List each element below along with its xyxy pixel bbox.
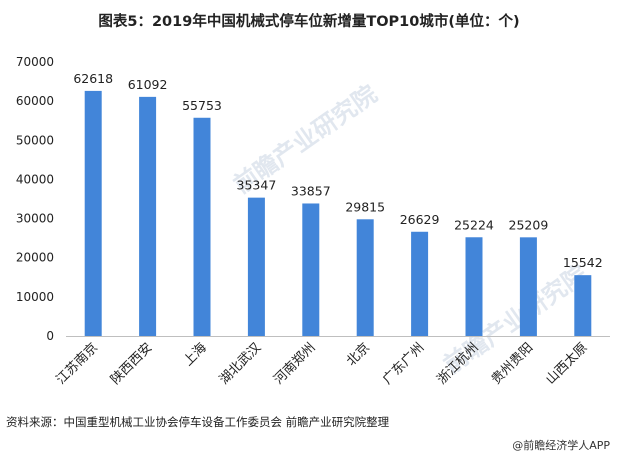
app-credit: @前瞻经济学人APP — [512, 439, 610, 452]
data-label: 26629 — [400, 212, 440, 227]
source-note: 资料来源：中国重型机械工业协会停车设备工作委员会 前瞻产业研究院整理 — [6, 415, 390, 429]
bar — [356, 219, 374, 336]
data-label: 35347 — [237, 178, 277, 193]
y-tick-label: 40000 — [16, 172, 54, 186]
data-label: 25209 — [509, 217, 549, 232]
data-label: 15542 — [563, 255, 603, 270]
data-label: 55753 — [182, 98, 222, 113]
bar — [302, 203, 320, 336]
x-tick-label: 湖北武汉 — [217, 340, 264, 387]
y-tick-label: 60000 — [16, 94, 54, 108]
chart-title: 图表5：2019年中国机械式停车位新增量TOP10城市(单位：个) — [98, 14, 520, 30]
bar — [465, 237, 483, 336]
x-tick-label: 山西太原 — [543, 340, 590, 387]
y-axis: 0 10000 20000 30000 40000 50000 60000 70000 — [16, 55, 54, 343]
bar — [193, 117, 211, 336]
bar — [84, 90, 102, 336]
y-tick-label: 10000 — [16, 290, 54, 304]
x-tick-label: 陕西西安 — [108, 340, 155, 387]
data-labels: 62618 61092 55753 35347 33857 29815 26629 25224… — [73, 71, 602, 270]
data-label: 61092 — [128, 77, 168, 92]
y-tick-label: 30000 — [16, 212, 54, 226]
bar — [519, 237, 537, 336]
y-tick-label: 0 — [46, 329, 54, 343]
x-tick-label: 广东广州 — [380, 340, 427, 387]
x-tick-label: 江苏南京 — [53, 340, 101, 388]
x-tick-label: 上海 — [181, 340, 210, 369]
y-tick-label: 70000 — [16, 55, 54, 69]
bar — [411, 231, 429, 336]
data-label: 25224 — [454, 217, 494, 232]
x-tick-label: 河南郑州 — [271, 340, 319, 388]
bar — [247, 197, 265, 336]
bar — [139, 96, 157, 336]
y-tick-label: 20000 — [16, 251, 54, 265]
data-label: 62618 — [73, 71, 113, 86]
x-axis: 江苏南京 陕西西安 上海 湖北武汉 河南郑州 北京 广东广州 浙江杭州 贵州贵阳 山西太原 — [53, 336, 610, 388]
x-tick-label: 浙江杭州 — [434, 340, 481, 387]
bars — [84, 90, 592, 336]
data-label: 33857 — [291, 183, 331, 198]
x-tick-label: 贵州贵阳 — [489, 340, 536, 387]
bar — [574, 275, 592, 336]
y-tick-label: 50000 — [16, 133, 54, 147]
x-tick-label: 北京 — [344, 340, 373, 369]
data-label: 29815 — [345, 199, 385, 214]
